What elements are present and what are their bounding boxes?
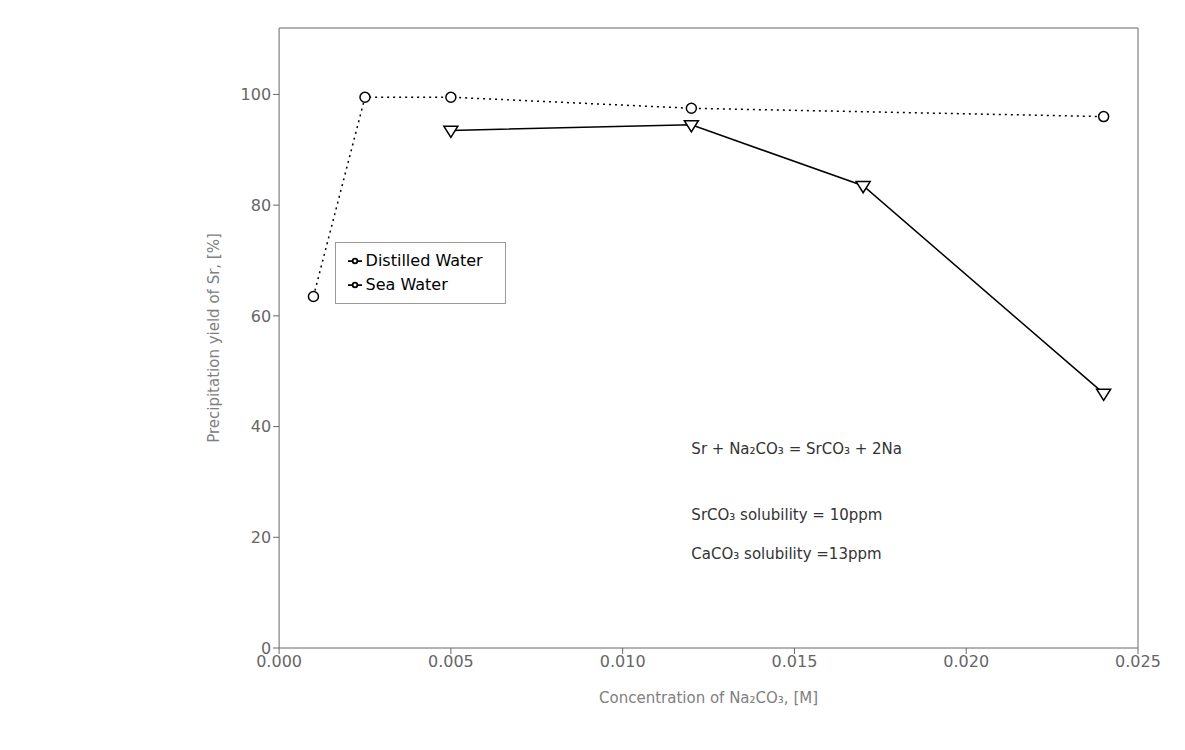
svg-text:60: 60 — [251, 307, 271, 326]
svg-text:40: 40 — [251, 417, 271, 436]
svg-text:Sr + Na₂CO₃ = SrCO₃ + 2Na: Sr + Na₂CO₃ = SrCO₃ + 2Na — [691, 440, 902, 458]
svg-text:0: 0 — [261, 639, 271, 658]
svg-text:0.000: 0.000 — [256, 652, 302, 672]
svg-text:80: 80 — [251, 196, 271, 215]
svg-text:0.025: 0.025 — [1115, 652, 1161, 671]
svg-text:0.015: 0.015 — [772, 652, 818, 671]
svg-text:Precipitation yield of Sr, [%]: Precipitation yield of Sr, [%] — [205, 233, 223, 443]
svg-text:0.020: 0.020 — [943, 652, 989, 671]
html-text:Distilled Water: Distilled Water — [365, 250, 483, 270]
svg-text:0.010: 0.010 — [600, 652, 646, 671]
svg-text:20: 20 — [251, 528, 271, 547]
svg-text:100: 100 — [241, 85, 272, 104]
svg-text:CaCO₃ solubility =13ppm: CaCO₃ solubility =13ppm — [691, 545, 881, 563]
svg-text:0.005: 0.005 — [428, 652, 474, 671]
svg-text:SrCO₃ solubility = 10ppm: SrCO₃ solubility = 10ppm — [691, 506, 882, 524]
svg-text:Concentration of Na₂CO₃, [M]: Concentration of Na₂CO₃, [M] — [599, 689, 818, 707]
html-text:Sea Water: Sea Water — [365, 274, 448, 294]
